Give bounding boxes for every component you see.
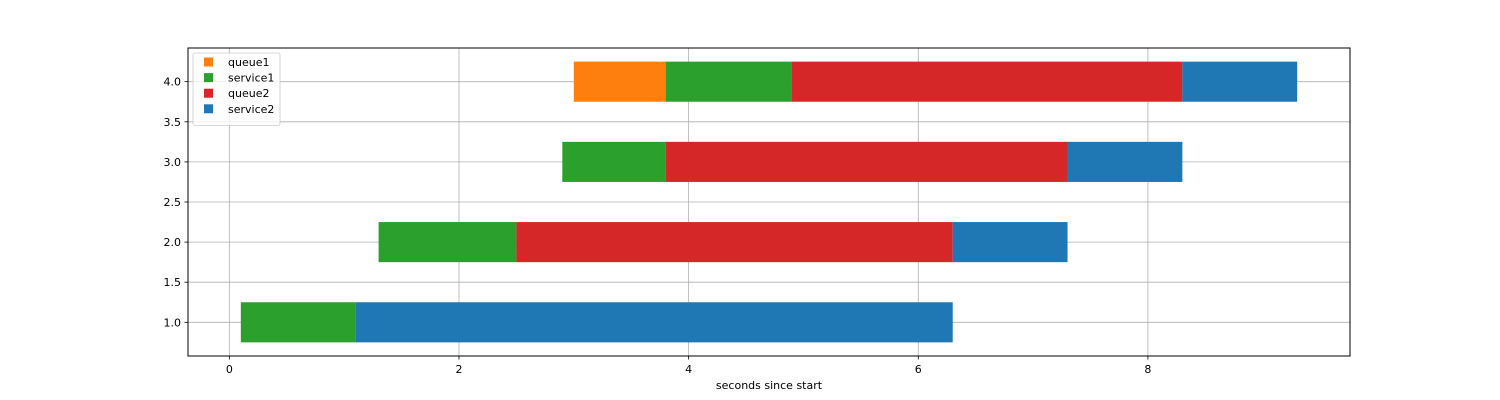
bar-service1 <box>240 302 356 343</box>
y-tick-label: 1.0 <box>164 316 182 329</box>
legend-label-service2: service2 <box>228 103 274 116</box>
bars <box>240 61 1298 343</box>
legend-label-queue2: queue2 <box>228 87 269 100</box>
bar-service1 <box>665 61 792 102</box>
bar-service1 <box>378 222 517 263</box>
x-axis-ticks: 0 2 4 6 8 <box>226 356 1151 376</box>
bar-service2 <box>355 302 953 343</box>
x-tick-label: 8 <box>1144 363 1151 376</box>
bar-service2 <box>1182 61 1298 102</box>
bar-service1 <box>562 141 666 182</box>
legend-label-queue1: queue1 <box>228 56 269 69</box>
bar-queue2 <box>665 141 1068 182</box>
legend-label-service1: service1 <box>228 72 274 85</box>
y-tick-label: 1.5 <box>164 276 182 289</box>
y-axis-ticks: 1.0 1.5 2.0 2.5 3.0 3.5 4.0 <box>164 76 188 329</box>
x-tick-label: 4 <box>685 363 692 376</box>
legend-box <box>192 52 281 126</box>
y-tick-label: 3.5 <box>164 116 182 129</box>
x-tick-label: 6 <box>915 363 922 376</box>
y-tick-label: 2.5 <box>164 196 182 209</box>
bar-queue2 <box>516 222 953 263</box>
x-tick-label: 0 <box>226 363 233 376</box>
y-tick-label: 2.0 <box>164 236 182 249</box>
bar-service2 <box>1067 141 1183 182</box>
bar-queue2 <box>791 61 1183 102</box>
x-tick-label: 2 <box>455 363 462 376</box>
bar-queue1 <box>573 61 666 102</box>
bar-service2 <box>952 222 1068 263</box>
legend-marker-queue1 <box>204 57 213 67</box>
legend-marker-service2 <box>204 104 213 114</box>
legend-marker-service1 <box>204 73 213 83</box>
x-axis-label: seconds since start <box>716 379 823 392</box>
y-tick-label: 4.0 <box>164 76 182 89</box>
legend: queue1 service1 queue2 service2 <box>192 52 281 126</box>
y-tick-label: 3.0 <box>164 156 182 169</box>
legend-marker-queue2 <box>204 88 213 98</box>
